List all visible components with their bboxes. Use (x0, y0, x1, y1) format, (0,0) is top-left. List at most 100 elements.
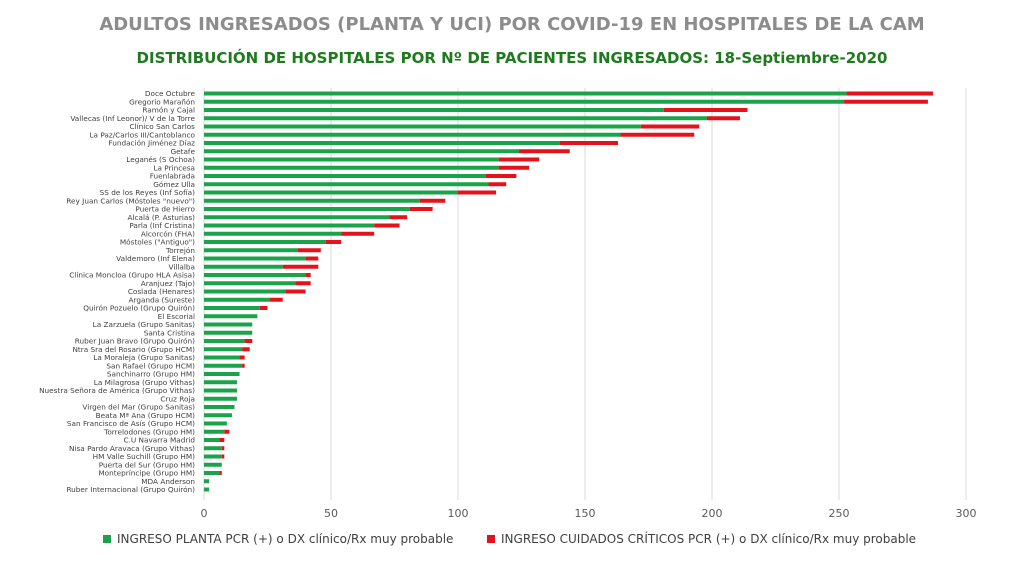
category-label: Vallecas (Inf Leonor)/ V de la Torre (70, 114, 195, 123)
bar-planta (204, 273, 306, 277)
bar-planta (204, 363, 243, 368)
category-label: Alcalá (P. Asturias) (128, 213, 196, 222)
bar-uci (498, 157, 540, 162)
category-label: Gómez Ulla (153, 180, 195, 189)
category-label: La Paz/Carlos III/Cantoblanco (89, 130, 195, 139)
bar-uci (219, 471, 222, 475)
category-label: Valdemoro (Inf Elena) (116, 254, 195, 263)
legend-item-planta: INGRESO PLANTA PCR (+) o DX clínico/Rx m… (103, 532, 453, 546)
bar-uci (297, 248, 321, 253)
bar-uci (640, 124, 700, 129)
category-label: Puerta de Hierro (135, 205, 195, 214)
category-label: MDA Anderson (141, 477, 195, 486)
category-label: Clínica Moncloa (Grupo HLA Asisa) (69, 271, 195, 280)
bar-planta (204, 487, 210, 492)
category-label: Fuenlabrada (150, 172, 195, 181)
bar-uci (285, 289, 306, 294)
bar-uci (221, 454, 225, 459)
category-label: Ramón y Cajal (142, 106, 195, 115)
bar-planta (204, 405, 235, 409)
category-label: San Rafael (Grupo HCM) (106, 361, 195, 370)
bar-planta (204, 240, 326, 244)
bar-uci (282, 264, 319, 269)
bars (204, 91, 933, 492)
bar-uci (485, 174, 517, 178)
bar-uci (270, 297, 283, 302)
bar-uci (458, 190, 497, 195)
bar-uci (419, 198, 446, 203)
bar-uci (239, 355, 245, 360)
category-label: Ruber Internacional (Grupo Quirón) (66, 485, 195, 494)
bar-planta (204, 215, 390, 220)
category-label: Quirón Pozuelo (Grupo Quirón) (83, 304, 195, 313)
category-label: Getafe (170, 147, 195, 156)
bar-uci (498, 165, 530, 170)
category-label: Montepríncipe (Grupo HM) (98, 469, 195, 478)
bar-planta (204, 141, 560, 145)
category-label: Nuestra Señora de América (Grupo Vithas) (39, 386, 195, 395)
category-label: Alcorcón (FHA) (141, 229, 195, 238)
bar-planta (204, 372, 240, 376)
category-label: Santa Cristina (144, 328, 195, 337)
bar-planta (204, 116, 707, 121)
bar-planta (204, 446, 222, 451)
bar-uci (374, 223, 400, 228)
category-label: Leganés (S Ochoa) (126, 155, 195, 164)
category-label: SS de los Reyes (Inf Sofía) (100, 188, 195, 197)
category-label: Beata Mª Ana (Grupo HCM) (96, 411, 195, 420)
chart-title: ADULTOS INGRESADOS (PLANTA Y UCI) POR CO… (99, 14, 925, 35)
category-label: Aranjuez (Tajo) (141, 279, 195, 288)
bar-planta (204, 108, 664, 112)
bar-planta (204, 256, 306, 261)
category-label: La Zarzuela (Grupo Sanitas) (93, 320, 196, 329)
legend-swatch-uci (487, 535, 495, 543)
bar-uci (846, 91, 933, 96)
category-label: La Moraleja (Grupo Sanitas) (93, 353, 195, 362)
bar-uci (706, 116, 740, 121)
bar-uci (488, 182, 507, 187)
bar-uci (409, 207, 433, 211)
bar-planta (204, 132, 621, 137)
bar-uci (224, 429, 230, 434)
x-tick-label: 200 (702, 507, 723, 520)
category-label: La Milagrosa (Grupo Vithas) (94, 378, 195, 387)
bar-uci (341, 231, 375, 236)
bar-uci (221, 446, 225, 451)
bar-uci (663, 108, 748, 112)
bar-planta (204, 429, 225, 434)
bar-planta (204, 289, 286, 294)
bar-uci (844, 99, 928, 104)
bar-planta (204, 207, 410, 211)
bar-planta (204, 165, 499, 170)
bar-planta (204, 471, 220, 475)
x-tick-label: 50 (324, 507, 338, 520)
x-tick-label: 100 (448, 507, 469, 520)
category-label: Móstoles ("Antiguo") (120, 238, 195, 247)
category-label: Rey Juan Carlos (Móstoles "nuevo") (66, 196, 195, 205)
category-label: C.U Navarra Madrid (123, 436, 195, 445)
bar-planta (204, 355, 240, 360)
bar-uci (295, 281, 311, 286)
category-label: Torrejón (165, 246, 195, 255)
bar-planta (204, 330, 253, 335)
bar-uci (620, 132, 695, 137)
bar-uci (559, 141, 619, 145)
bar-planta (204, 306, 260, 310)
chart-subtitle: DISTRIBUCIÓN DE HOSPITALES POR Nº DE PAC… (136, 49, 888, 67)
category-label: Virgen del Mar (Grupo Sanitas) (82, 403, 195, 412)
bar-planta (204, 314, 258, 319)
bar-planta (204, 421, 227, 426)
bar-planta (204, 388, 238, 393)
bar-planta (204, 157, 499, 162)
category-label: Sanchinarro (Grupo HM) (107, 370, 195, 379)
legend-label-uci: INGRESO CUIDADOS CRÍTICOS PCR (+) o DX c… (501, 532, 917, 546)
bar-uci (325, 240, 342, 244)
bar-planta (204, 454, 222, 459)
bar-uci (242, 363, 245, 368)
x-tick-labels: 0 50 100 150 200 250 300 (201, 507, 977, 520)
bar-planta (204, 462, 222, 467)
bar-planta (204, 190, 458, 195)
legend-label-planta: INGRESO PLANTA PCR (+) o DX clínico/Rx m… (117, 532, 454, 546)
category-label: La Princesa (153, 163, 195, 172)
